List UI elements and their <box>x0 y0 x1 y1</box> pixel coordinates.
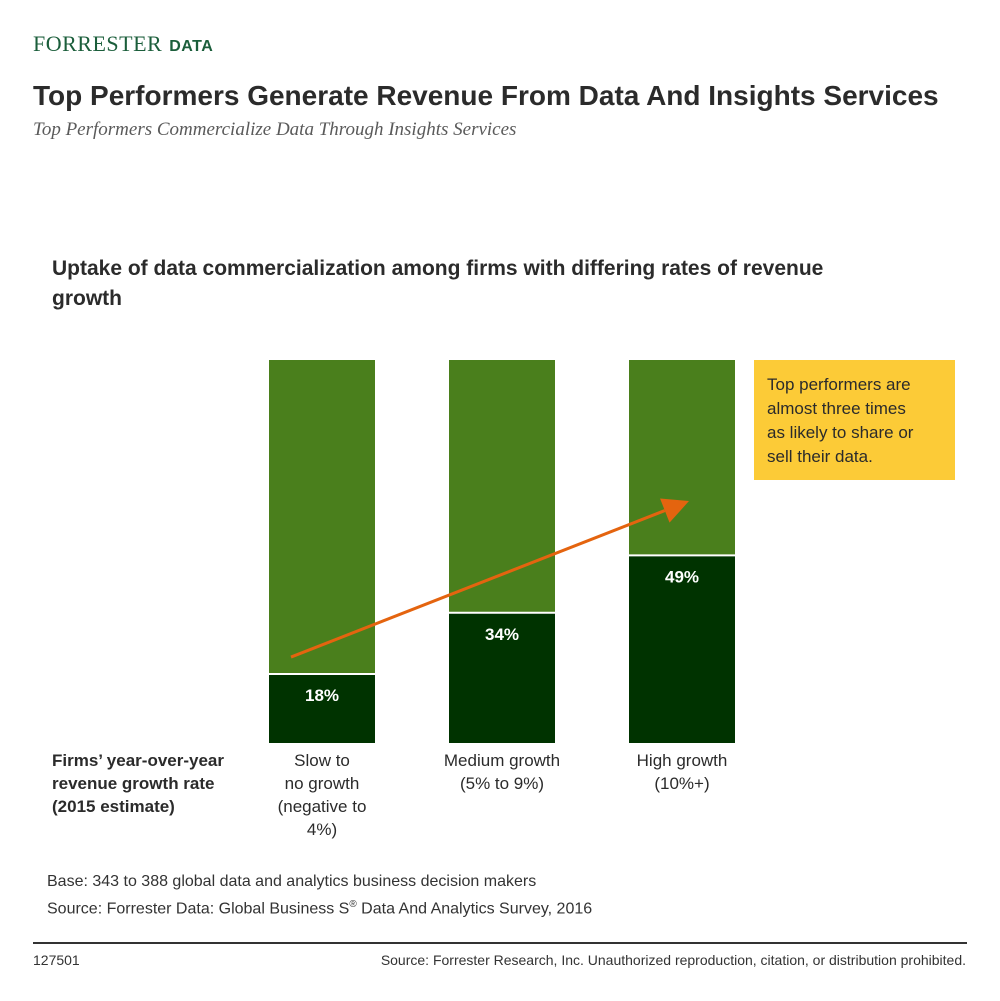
annotation-line: sell their data. <box>767 447 873 466</box>
annotation-line: almost three times <box>767 399 906 418</box>
x-tick-label-line: (5% to 9%) <box>459 774 545 793</box>
x-tick-label: Slow to no growth (negative to 4%) <box>257 749 387 841</box>
page-title: Top Performers Generate Revenue From Dat… <box>33 80 939 111</box>
x-tick-label-line: 4%) <box>306 820 338 839</box>
forrester-data-logo: FORRESTER DATA <box>33 31 213 57</box>
annotation-callout: Top performers are almost three times as l… <box>754 360 955 480</box>
x-tick-label-line: no growth <box>284 774 360 793</box>
x-tick-label-line: Slow to <box>294 751 350 770</box>
x-axis-title: Firms’ year-over-year revenue growth rat… <box>52 751 224 816</box>
x-tick-label-line: Medium growth <box>443 751 561 770</box>
annotation-line: Top performers are <box>767 375 911 394</box>
x-tick-label: Medium growth (5% to 9%) <box>427 749 577 795</box>
trend-arrow-head <box>660 498 689 523</box>
bar-remainder <box>449 360 555 613</box>
source-note: Source: Forrester Data: Global Business … <box>47 899 592 918</box>
source-note-suffix: Data And Analytics Survey, 2016 <box>356 900 593 918</box>
bar-value <box>269 674 375 743</box>
bar-value-label: 18% <box>305 686 339 705</box>
bar-remainder <box>629 360 735 556</box>
bar-remainder <box>269 360 375 675</box>
footer-divider <box>33 942 967 944</box>
bar-value <box>629 555 735 743</box>
bar-value-label: 49% <box>665 567 699 586</box>
base-note: Base: 343 to 388 global data and analyti… <box>47 873 537 890</box>
page-subtitle: Top Performers Commercialize Data Throug… <box>33 119 517 140</box>
annotation-line: as likely to share or <box>767 423 914 442</box>
registered-mark: ® <box>349 899 357 910</box>
x-tick-label-line: (negative to <box>277 797 367 816</box>
source-note-prefix: Source: Forrester Data: Global Business … <box>47 900 350 918</box>
chart-title: Uptake of data commercialization among f… <box>52 257 824 310</box>
logo-data-wordmark: DATA <box>169 38 214 55</box>
x-tick-label-line: High growth <box>636 751 728 770</box>
bar-value-label: 34% <box>485 625 519 644</box>
x-tick-label: High growth (10%+) <box>617 749 747 795</box>
logo-forrester-wordmark: FORRESTER <box>33 31 163 56</box>
footer-id: 127501 <box>33 952 80 968</box>
bar-value <box>449 612 555 743</box>
trend-arrow-shaft <box>290 509 666 659</box>
footer-copyright: Source: Forrester Research, Inc. Unautho… <box>380 952 966 968</box>
x-tick-label-line: (10%+) <box>654 774 710 793</box>
